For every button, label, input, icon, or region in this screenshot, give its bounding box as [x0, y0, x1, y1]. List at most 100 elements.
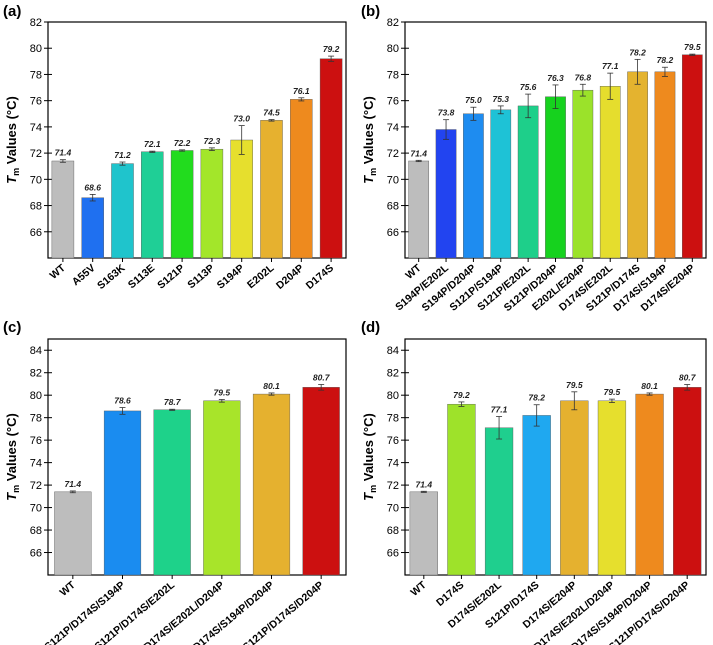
y-tick-label: 70 [387, 174, 399, 186]
x-tick-label: WT [48, 262, 69, 282]
x-tick-label: S194P [215, 262, 247, 291]
y-tick-label: 70 [387, 503, 399, 515]
y-tick-label: 76 [387, 96, 399, 108]
panel-label: (b) [361, 3, 380, 20]
y-axis-title-main: T [361, 492, 376, 501]
data-label: 74.5 [263, 108, 280, 118]
chart-panel-3: (c) 66 68 70 72 74 76 78 80 82 84 Tm Values (°C) 71.… [3, 319, 347, 645]
y-tick-label: 70 [30, 503, 42, 515]
bar-7 [635, 393, 664, 576]
y-tick-label: 74 [387, 122, 399, 134]
bar-4 [490, 109, 512, 259]
data-label: 75.3 [492, 94, 509, 104]
y-tick-label: 78 [30, 69, 42, 81]
x-tick-label: S121P [155, 262, 187, 291]
bar-8 [599, 86, 621, 259]
bar-3 [484, 427, 514, 576]
data-label: 71.4 [416, 479, 433, 489]
y-tick-label: 84 [30, 345, 42, 357]
bar-5 [170, 150, 194, 259]
y-tick-label: 68 [387, 525, 399, 537]
y-axis-title-rest: Values (°C) [361, 413, 376, 485]
bar-6 [545, 96, 566, 259]
plot-frame [47, 338, 347, 576]
y-tick-label: 66 [387, 227, 399, 239]
data-label: 73.8 [438, 108, 455, 118]
y-tick-label: 72 [30, 480, 42, 492]
y-tick-label: 72 [387, 148, 399, 160]
plot-frame [47, 21, 347, 259]
bar-10 [654, 71, 676, 259]
data-label: 79.2 [453, 390, 470, 400]
y-axis-title-sub: m [11, 168, 21, 176]
y-tick-label: 72 [387, 480, 399, 492]
x-tick-label: D174S [304, 262, 336, 292]
bar-8 [260, 120, 283, 259]
data-label: 68.6 [84, 182, 101, 192]
data-label: 78.7 [164, 397, 182, 407]
y-tick-label: 68 [30, 525, 42, 537]
y-tick-label: 76 [387, 435, 399, 447]
y-tick-label: 66 [387, 548, 399, 560]
bar-5 [560, 400, 589, 576]
y-axis-title: Tm Values (°C) [4, 413, 21, 501]
x-tick-label: A55V [70, 262, 98, 288]
x-tick-label: WT [58, 579, 79, 599]
y-tick-label: 82 [30, 368, 42, 380]
data-label: 71.4 [65, 479, 82, 489]
chart-panel-1: (a) 66 68 70 72 74 76 78 80 82 Tm Values (°C) 71.4 W… [3, 3, 347, 292]
y-tick-label: 78 [30, 413, 42, 425]
y-tick-label: 82 [387, 17, 399, 29]
y-tick-label: 76 [30, 96, 42, 108]
bar-7 [230, 139, 253, 259]
data-label: 72.3 [204, 136, 221, 146]
panel-label: (d) [361, 319, 380, 336]
data-label: 75.0 [465, 95, 482, 105]
data-label: 72.1 [144, 139, 161, 149]
y-tick-label: 78 [387, 69, 399, 81]
data-label: 80.1 [641, 381, 658, 391]
bar-5 [517, 105, 539, 259]
bar-5 [252, 393, 291, 576]
bar-3 [463, 113, 484, 259]
y-tick-label: 84 [387, 345, 399, 357]
data-label: 79.5 [214, 387, 231, 397]
data-label: 79.5 [684, 42, 701, 52]
y-tick-label: 74 [387, 458, 399, 470]
x-tick-label: S113P [185, 262, 216, 291]
data-label: 75.6 [520, 82, 537, 92]
bar-4 [203, 400, 241, 576]
data-label: 78.2 [657, 55, 674, 65]
bar-6 [200, 148, 224, 259]
data-label: 80.1 [263, 381, 280, 391]
bar-6 [302, 387, 340, 576]
bar-2 [435, 129, 457, 259]
x-tick-label: WT [403, 262, 424, 282]
data-label: 79.5 [604, 387, 621, 397]
y-axis-title: Tm Values (°C) [361, 413, 378, 501]
y-axis-title: Tm Values (°C) [361, 96, 378, 184]
y-tick-label: 80 [387, 390, 399, 402]
bar-3 [153, 409, 191, 576]
data-label: 77.1 [602, 61, 619, 71]
data-label: 79.5 [566, 380, 583, 390]
x-tick-label: WT [409, 579, 430, 599]
y-tick-label: 66 [30, 548, 42, 560]
bar-2 [103, 410, 142, 576]
bar-4 [141, 151, 164, 259]
data-label: 73.0 [233, 114, 250, 124]
y-tick-label: 74 [30, 122, 42, 134]
y-tick-label: 82 [387, 368, 399, 380]
bar-4 [522, 415, 551, 576]
x-tick-label: S113E [126, 262, 157, 291]
bar-1 [54, 491, 92, 576]
y-axis-title-main: T [4, 175, 19, 184]
bar-9 [627, 71, 648, 259]
y-tick-label: 72 [30, 148, 42, 160]
panel-label: (c) [3, 319, 21, 336]
plot-frame [404, 338, 707, 576]
y-axis-title-rest: Values (°C) [4, 413, 19, 485]
data-label: 77.1 [491, 405, 508, 415]
y-tick-label: 76 [30, 435, 42, 447]
data-label: 71.4 [55, 148, 72, 158]
